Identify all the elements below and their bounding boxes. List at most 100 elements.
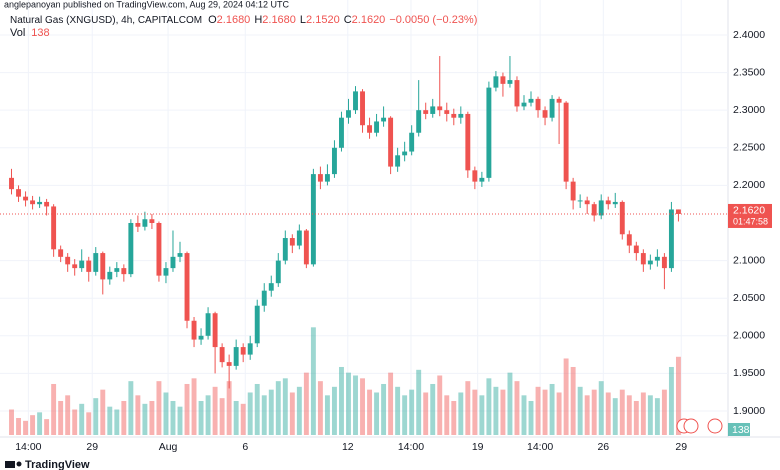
candle-body [542,110,548,118]
candle-body [289,238,295,246]
volume-bar [563,358,569,435]
candle-body [633,245,639,254]
candle-body [612,201,618,205]
volume-bar [275,381,281,435]
candle-body [191,320,197,340]
volume-bar [233,400,239,435]
x-tick-label: 29 [675,441,687,453]
volume-bar [30,415,36,435]
volume-bar [128,381,134,435]
candle-body [535,98,541,111]
candle-body [605,200,611,205]
volume-bar [219,398,225,435]
y-tick-label: 2.2000 [733,179,765,191]
candle-body [360,91,365,126]
candle-body [507,80,513,84]
volume-bar [549,383,555,435]
footer: TradingView [25,459,90,470]
candle-body [37,201,43,205]
candle-body [465,113,471,171]
candle-body [226,362,232,366]
volume-bar [100,389,106,435]
candle-body [374,121,380,133]
volume-bar [303,372,309,435]
candle-body [563,102,569,182]
candle-body [149,219,155,223]
volume-bar [107,406,113,435]
candle-body [282,238,288,261]
candle-body [388,117,394,167]
countdown: 01:47:58 [733,216,768,226]
x-tick-label: 26 [597,441,609,453]
candle-body [640,253,646,265]
candle-body [233,347,239,366]
volume-bar [675,356,681,435]
volume [9,327,681,435]
change: −0.0050 (−0.23%) [389,14,477,26]
volume-label: 138 [732,424,750,436]
candle-body [416,110,422,133]
volume-bar [212,386,218,435]
ohlc-key: C [344,14,352,26]
volume-bar [451,400,457,435]
volume-bar [317,381,323,435]
x-tick-label: 6 [242,441,248,453]
candle-body [577,200,583,202]
candle-body [79,260,85,269]
candle-body [353,91,358,111]
candle-body [163,268,169,276]
candle-body [367,125,373,133]
volume-bar [324,395,330,435]
volume-bar [423,392,429,435]
volume-bar [381,383,387,435]
volume-bar [388,372,394,435]
candle-body [261,290,267,306]
candle-body [619,201,625,235]
volume-bar [367,389,373,435]
volume-bar [577,386,583,435]
volume-bar [374,392,380,435]
volume-bar [395,386,401,435]
candle-body [240,347,246,355]
candle-body [135,222,141,227]
volume-bar [654,398,660,435]
candle-body [247,343,253,355]
candle-body [661,256,667,269]
volume-bar [458,392,464,435]
candle-body [346,110,351,118]
legend: Natural Gas (XNGUSD), 4h, CAPITALCOM O2.1… [10,14,477,26]
candle-body [65,256,71,265]
volume-bar [226,381,232,435]
candle-body [409,132,415,152]
volume-bar [163,392,169,435]
candle-body [331,147,337,175]
volume-bar [479,395,485,435]
volume-bar [626,395,632,435]
candle-body [479,177,485,182]
volume-legend: Vol 138 [10,27,50,39]
volume-bar [584,395,590,435]
volume-bar [661,389,667,435]
candles [9,56,681,389]
candle-body [93,253,99,272]
candle-body [268,283,274,291]
footer-logo [5,461,22,468]
volume-bar [156,381,162,435]
volume-bar [247,392,253,435]
y-tick-label: 2.4000 [733,29,765,41]
x-tick-label: 14:00 [398,441,424,453]
volume-bar [114,409,120,435]
candle-body [514,80,520,107]
volume-bar [647,395,653,435]
volume-bar [331,386,337,435]
candle-body [423,110,429,114]
volume-bar [535,386,541,435]
volume-bar [402,395,408,435]
volume-bar [86,412,92,435]
volume-bar [93,398,99,435]
volume-bar [486,378,492,435]
volume-bar [612,398,618,435]
candle-body [381,117,387,122]
volume-bar [289,392,295,435]
